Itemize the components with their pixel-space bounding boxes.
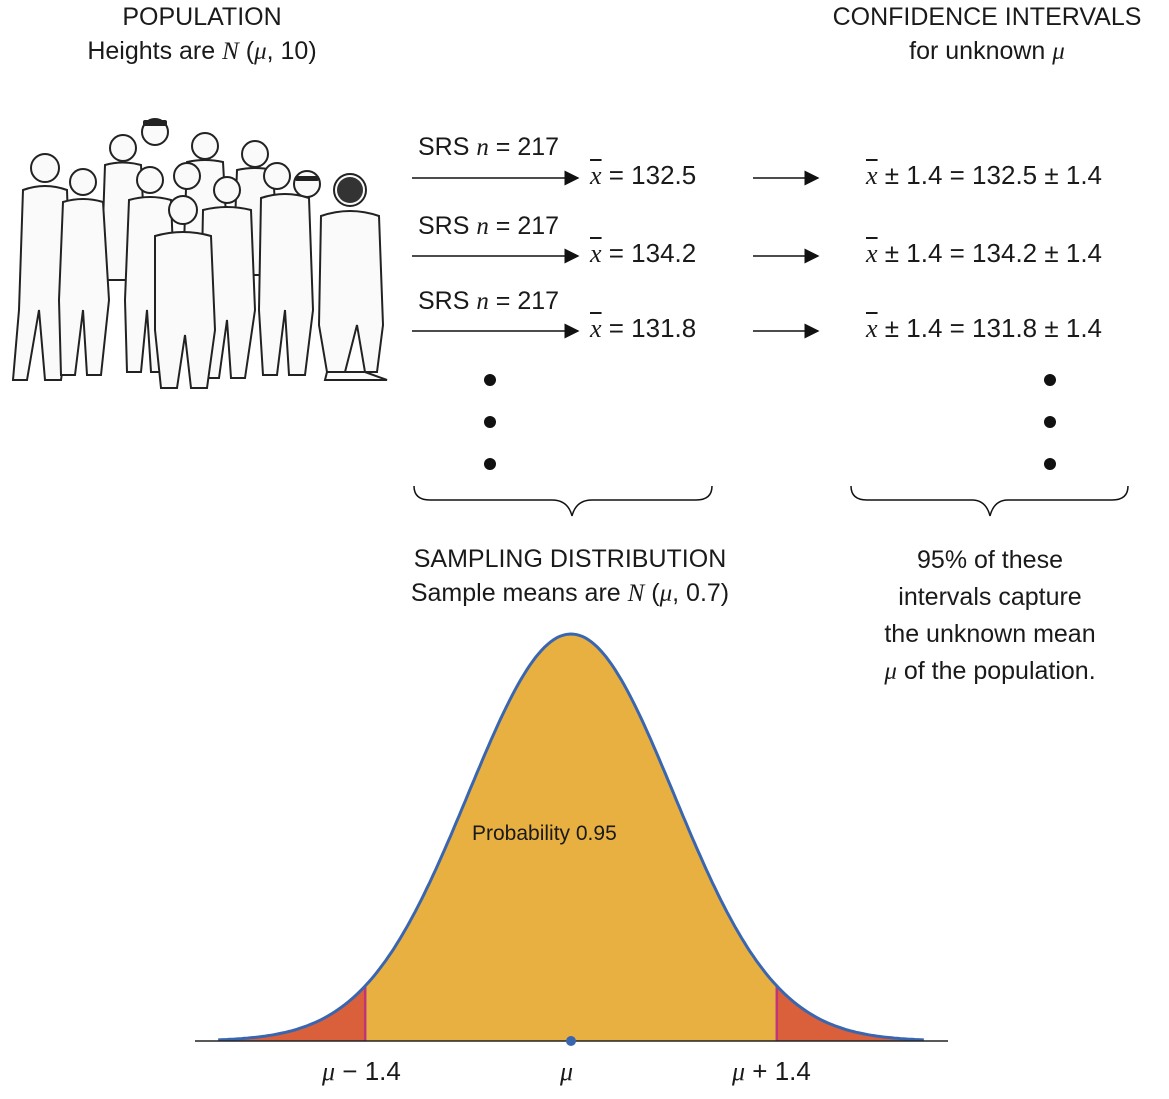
tick-label-upper: μ + 1.4	[732, 1056, 811, 1086]
capture-note-line: the unknown mean	[884, 620, 1096, 648]
intervals-brace-icon	[850, 485, 1129, 517]
population-header: POPULATION Heights are N (μ, 10)	[62, 0, 342, 69]
sampling-subtitle: Sample means are N (μ, 0.7)	[410, 579, 730, 607]
probability-label: Probability 0.95	[472, 822, 617, 845]
ellipsis-dot	[1044, 374, 1056, 386]
capture-note-line: intervals capture	[898, 583, 1082, 611]
confidence-interval: x ± 1.4 = 131.8 ± 1.4	[866, 313, 1103, 343]
sample-mean: x = 134.2	[590, 238, 697, 268]
sampling-distribution-header: SAMPLING DISTRIBUTION Sample means are N…	[360, 542, 780, 611]
mean-marker	[566, 1036, 576, 1046]
population-title: POPULATION	[122, 3, 282, 31]
sampling-brace-icon	[413, 485, 713, 517]
sampling-title: SAMPLING DISTRIBUTION	[413, 545, 727, 573]
people-crowd-illustration	[11, 118, 388, 389]
intervals-subtitle: for unknown μ	[909, 37, 1065, 65]
ellipsis-dot	[484, 416, 496, 428]
srs-label: SRS n = 217	[418, 133, 560, 161]
population-subtitle: Heights are N (μ, 10)	[87, 37, 317, 65]
ellipsis-dot	[1044, 416, 1056, 428]
confidence-interval: x ± 1.4 = 134.2 ± 1.4	[866, 238, 1103, 268]
capture-note-line: 95% of these	[917, 546, 1063, 574]
ellipsis-dot	[484, 458, 496, 470]
srs-label: SRS n = 217	[418, 287, 560, 315]
tick-label-mean: μ	[560, 1057, 574, 1086]
confidence-interval: x ± 1.4 = 132.5 ± 1.4	[866, 160, 1103, 190]
sample-mean: x = 131.8	[590, 313, 697, 343]
srs-label: SRS n = 217	[418, 212, 560, 240]
tick-label-lower: μ − 1.4	[322, 1056, 401, 1086]
sample-mean: x = 132.5	[590, 160, 697, 190]
ellipsis-dot	[1044, 458, 1056, 470]
ellipsis-dot	[484, 374, 496, 386]
density-curve	[218, 632, 924, 1042]
central-probability-area	[365, 634, 777, 1041]
confidence-intervals-header: CONFIDENCE INTERVALS for unknown μ	[812, 0, 1162, 69]
lower-tail-area	[218, 985, 366, 1041]
capture-note-line: μ of the population.	[884, 657, 1096, 685]
capture-note: 95% of these intervals capture the unkno…	[835, 542, 1145, 690]
intervals-title: CONFIDENCE INTERVALS	[832, 3, 1142, 31]
upper-tail-area	[776, 985, 924, 1041]
